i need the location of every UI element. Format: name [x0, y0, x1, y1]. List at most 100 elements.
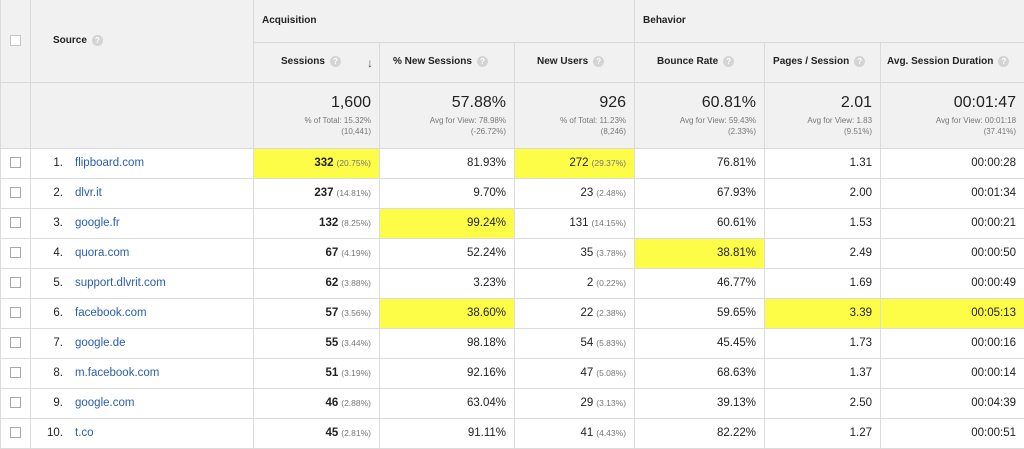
new-users-percent: (3.78%) [596, 248, 626, 258]
new-users-value: 2 [587, 277, 593, 289]
bounce-rate-header[interactable]: Bounce Rate? [635, 42, 765, 82]
row-checkbox[interactable] [10, 217, 21, 228]
help-icon[interactable]: ? [477, 56, 488, 67]
row-checkbox-cell [1, 328, 31, 358]
source-cell: 1.flipboard.com [31, 148, 254, 178]
sessions-header[interactable]: Sessions? ↓ [254, 42, 380, 82]
help-icon[interactable]: ? [593, 56, 604, 67]
help-icon[interactable]: ? [92, 35, 103, 46]
sessions-cell: 237(14.81%) [254, 178, 380, 208]
source-link[interactable]: google.fr [75, 217, 120, 229]
new-users-percent: (29.37%) [592, 158, 627, 168]
source-link[interactable]: support.dlvrit.com [75, 277, 166, 289]
totals-subtext: % of Total: 15.32% [254, 115, 371, 126]
pages-session-value: 1.69 [850, 277, 872, 289]
pages-session-header[interactable]: Pages / Session? [765, 42, 881, 82]
row-checkbox[interactable] [10, 307, 21, 318]
source-link[interactable]: quora.com [75, 247, 129, 259]
pages-session-value: 2.50 [850, 397, 872, 409]
source-cell: 5. support.dlvrit.com [31, 268, 254, 298]
new-users-cell: 272 (29.37%) [515, 148, 635, 178]
new-users-percent: (4.43%) [596, 428, 626, 438]
new-users-value: 272 [569, 157, 588, 169]
sort-descending-icon[interactable]: ↓ [367, 56, 373, 70]
new-sessions-cell: 63.04% [380, 388, 515, 418]
new-users-value: 131 [569, 217, 588, 229]
new-sessions-value: 3.23% [473, 277, 506, 289]
table-row: 7.google.de 55(3.44%) 98.18% 54(5.83%) 4… [1, 328, 1024, 358]
table-row: 1.flipboard.com 332(20.75%) 81.93% 272(2… [1, 148, 1024, 178]
sessions-cell: 57(3.56%) [254, 298, 380, 328]
source-header[interactable]: Source? [31, 0, 254, 82]
avg-duration-value: 00:05:13 [971, 307, 1016, 319]
source-link[interactable]: google.de [75, 337, 126, 349]
row-checkbox[interactable] [10, 427, 21, 438]
row-checkbox[interactable] [10, 157, 21, 168]
source-link[interactable]: dlvr.it [75, 187, 102, 199]
avg-duration-header[interactable]: Avg. Session Duration? [881, 42, 1024, 82]
pages-session-cell: 1.53 [765, 208, 881, 238]
table-row: 10.t.co 45(2.81%) 91.11% 41(4.43%) 82.22… [1, 418, 1024, 448]
new-users-cell: 131(14.15%) [515, 208, 635, 238]
source-link[interactable]: google.com [75, 397, 134, 409]
totals-sessions: 1,600 % of Total: 15.32% (10,441) [254, 82, 380, 148]
new-users-header-label: New Users [537, 57, 588, 68]
sessions-value: 332 [314, 157, 333, 169]
bounce-rate-value: 76.81% [717, 157, 756, 169]
help-icon[interactable]: ? [998, 56, 1009, 67]
help-icon[interactable]: ? [723, 56, 734, 67]
bounce-rate-cell: 59.65% [635, 298, 765, 328]
sessions-percent: (3.44%) [341, 338, 371, 348]
row-index: 5. [31, 277, 63, 289]
avg-duration-cell: 00:00:16 [881, 328, 1024, 358]
totals-value: 926 [515, 93, 626, 113]
source-link[interactable]: m.facebook.com [75, 367, 159, 379]
row-checkbox[interactable] [10, 277, 21, 288]
sessions-percent: (2.81%) [341, 428, 371, 438]
new-sessions-cell: 92.16% [380, 358, 515, 388]
totals-blank-cell [1, 82, 31, 148]
avg-duration-cell: 00:05:13 [881, 298, 1024, 328]
sessions-value: 67 [325, 247, 338, 259]
new-users-header[interactable]: New Users? [515, 42, 635, 82]
avg-duration-cell: 00:00:28 [881, 148, 1024, 178]
help-icon[interactable]: ? [854, 56, 865, 67]
new-sessions-pct-header[interactable]: % New Sessions? [380, 42, 515, 82]
row-index: 7. [31, 337, 63, 349]
totals-value: 57.88% [380, 93, 506, 113]
source-link[interactable]: t.co [75, 427, 94, 439]
row-checkbox[interactable] [10, 247, 21, 258]
new-users-value: 35 [580, 247, 593, 259]
totals-new-sessions-pct: 57.88% Avg for View: 78.98% (-26.72%) [380, 82, 515, 148]
new-sessions-value: 63.04% [467, 397, 506, 409]
avg-duration-value: 00:00:28 [971, 157, 1016, 169]
row-checkbox[interactable] [10, 367, 21, 378]
pages-session-cell: 3.39 [765, 298, 881, 328]
totals-new-users: 926 % of Total: 11.23% (8,246) [515, 82, 635, 148]
source-cell: 10.t.co [31, 418, 254, 448]
new-users-cell: 47(5.08%) [515, 358, 635, 388]
bounce-rate-cell: 67.93% [635, 178, 765, 208]
new-users-cell: 22(2.38%) [515, 298, 635, 328]
new-users-cell: 54(5.83%) [515, 328, 635, 358]
row-checkbox[interactable] [10, 187, 21, 198]
row-checkbox-cell [1, 238, 31, 268]
row-checkbox[interactable] [10, 337, 21, 348]
bounce-rate-value: 39.13% [717, 397, 756, 409]
row-checkbox-cell [1, 268, 31, 298]
row-checkbox-cell [1, 148, 31, 178]
source-link[interactable]: facebook.com [75, 307, 147, 319]
source-link[interactable]: flipboard.com [75, 157, 144, 169]
sessions-value: 55 [325, 337, 338, 349]
new-users-percent: (3.13%) [596, 398, 626, 408]
source-cell: 6.facebook.com [31, 298, 254, 328]
bounce-rate-cell: 82.22% [635, 418, 765, 448]
bounce-rate-header-label: Bounce Rate [657, 57, 718, 68]
row-checkbox[interactable] [10, 397, 21, 408]
help-icon[interactable]: ? [330, 56, 341, 67]
avg-duration-value: 00:00:51 [971, 427, 1016, 439]
select-all-checkbox[interactable] [10, 35, 21, 46]
table-row: 3.google.fr 132(8.25%) 99.24% 131(14.15%… [1, 208, 1024, 238]
pages-session-cell: 1.73 [765, 328, 881, 358]
